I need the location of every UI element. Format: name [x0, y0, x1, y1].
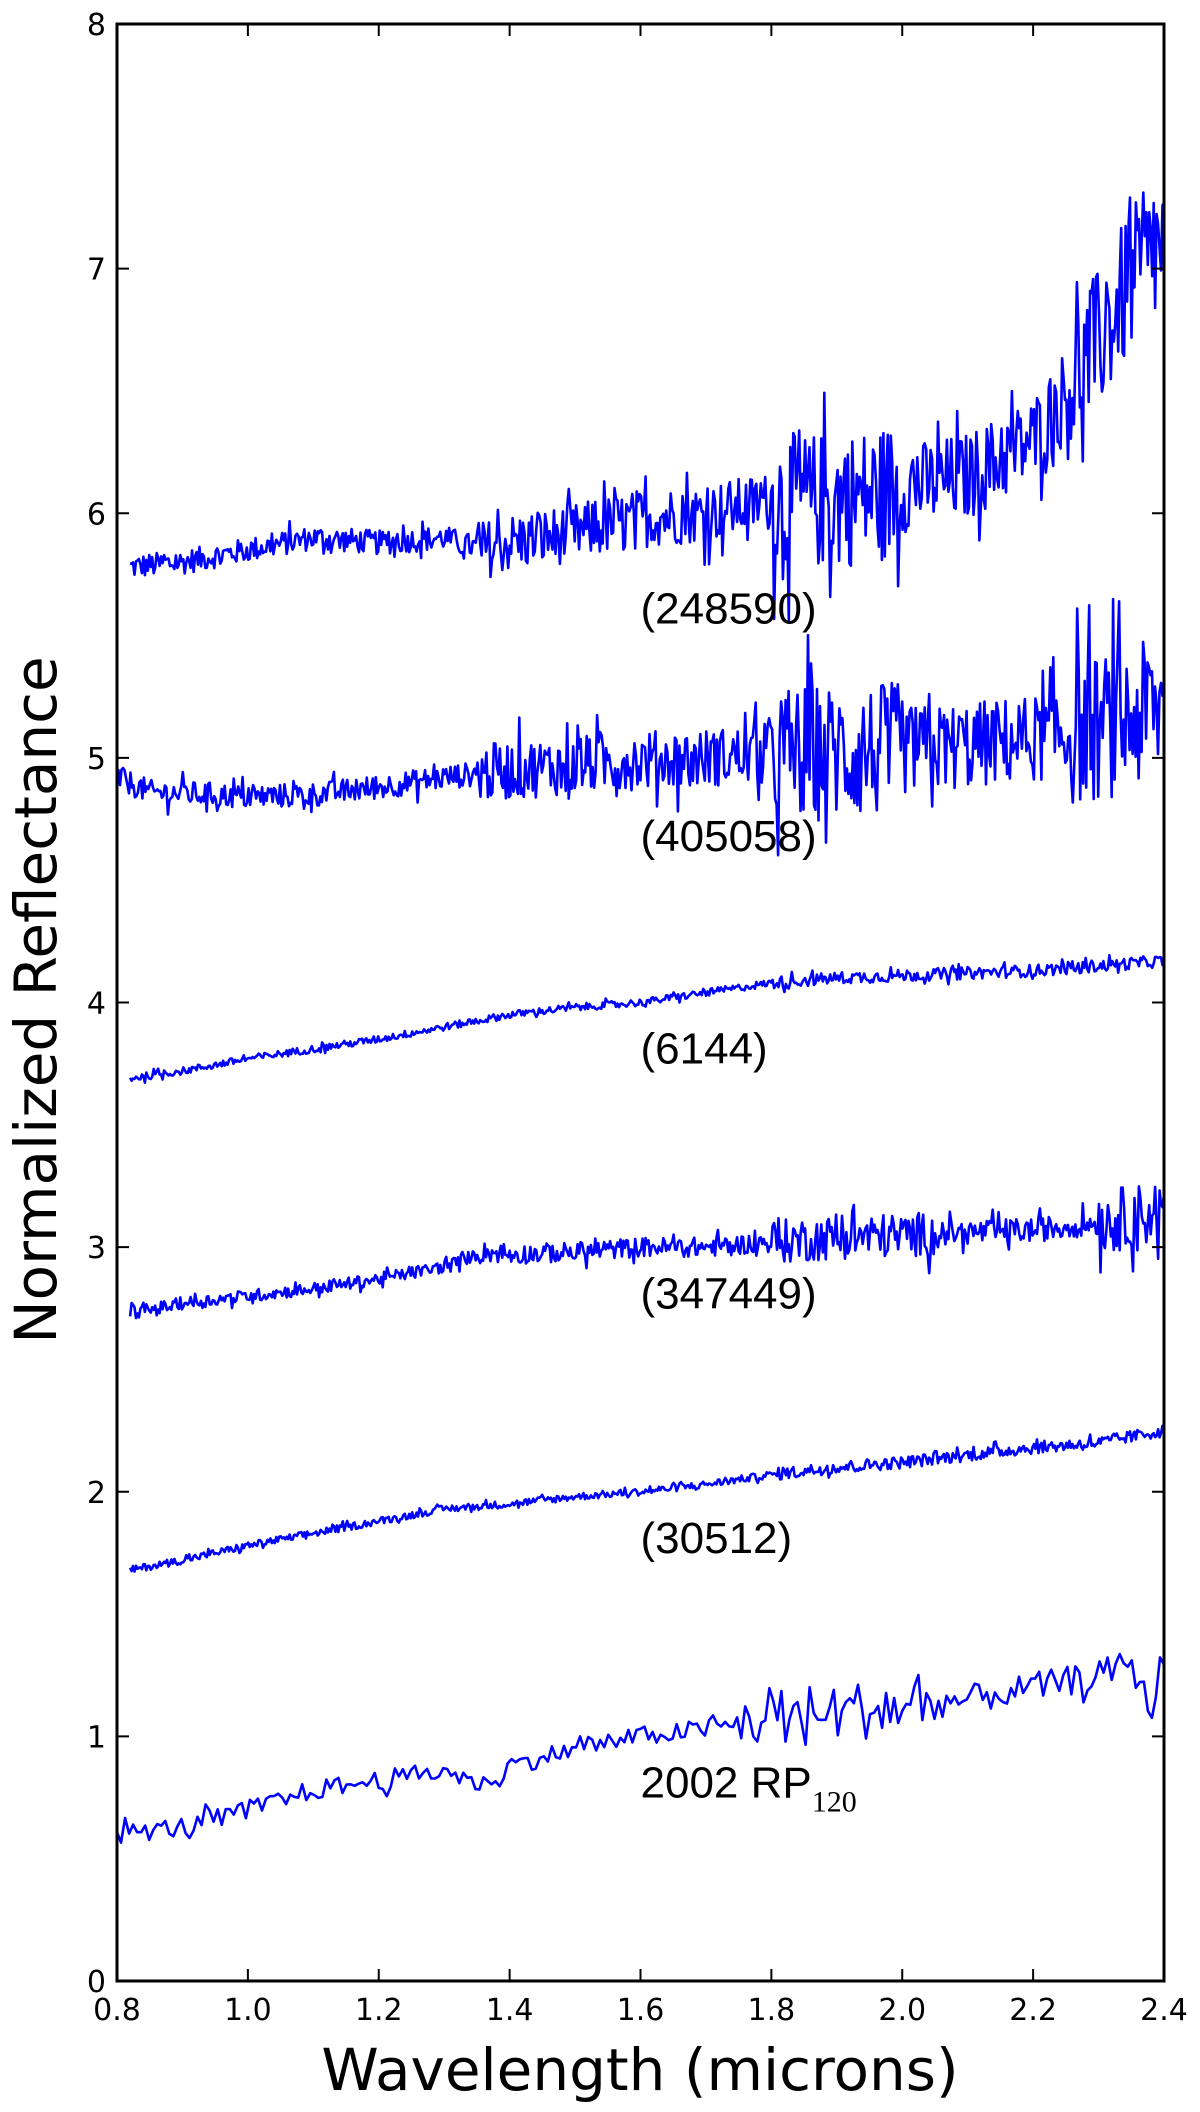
series-label-layer: (248590) (405058) (6144) (347449) (30512) 200… [641, 584, 857, 1818]
x-tick-label: 2.0 [878, 1993, 926, 2028]
x-tick-label: 1.6 [617, 1993, 665, 2028]
spectrum-line [128, 1424, 1166, 1573]
spectrum-line [128, 953, 1166, 1084]
x-tick-label: 1.0 [224, 1993, 272, 2028]
y-tick-label: 5 [87, 742, 106, 777]
spectrum-line [129, 191, 1165, 622]
tick-layer: 0.8 1.0 1.2 1.4 1.6 1.8 2.0 2.2 2.4 0 1 2 3 4 5 6 7 8 [87, 8, 1188, 2028]
y-tick-label: 8 [87, 8, 106, 43]
y-tick-label: 0 [87, 1965, 106, 2000]
y-tick-label: 6 [87, 497, 106, 532]
spectrum-line [116, 597, 1166, 857]
y-axis-title: Normalized Reflectance [2, 656, 70, 1343]
series-label: (6144) [641, 1025, 768, 1074]
y-tick-label: 2 [87, 1476, 106, 1511]
x-tick-label: 2.2 [1009, 1993, 1057, 2028]
x-tick-label: 1.2 [355, 1993, 403, 2028]
y-tick-label: 3 [87, 1231, 106, 1266]
series-label: (347449) [641, 1269, 817, 1318]
x-tick-label: 1.8 [748, 1993, 796, 2028]
spectrum-line [115, 1652, 1166, 1844]
x-tick-label: 0.8 [93, 1993, 141, 2028]
x-tick-label: 2.4 [1140, 1993, 1188, 2028]
y-tick-label: 4 [87, 987, 106, 1022]
spectrum-line [128, 1185, 1166, 1320]
series-label: (248590) [641, 584, 817, 633]
y-tick-label: 1 [87, 1720, 106, 1755]
series-label: 2002 RP120 [641, 1759, 857, 1819]
y-tick-label: 7 [87, 253, 106, 288]
x-axis-title: Wavelength (microns) [321, 2036, 958, 2104]
series-label: (30512) [641, 1514, 793, 1563]
x-tick-label: 1.4 [486, 1993, 534, 2028]
series-label: (405058) [641, 812, 817, 861]
series-layer [115, 191, 1166, 1844]
